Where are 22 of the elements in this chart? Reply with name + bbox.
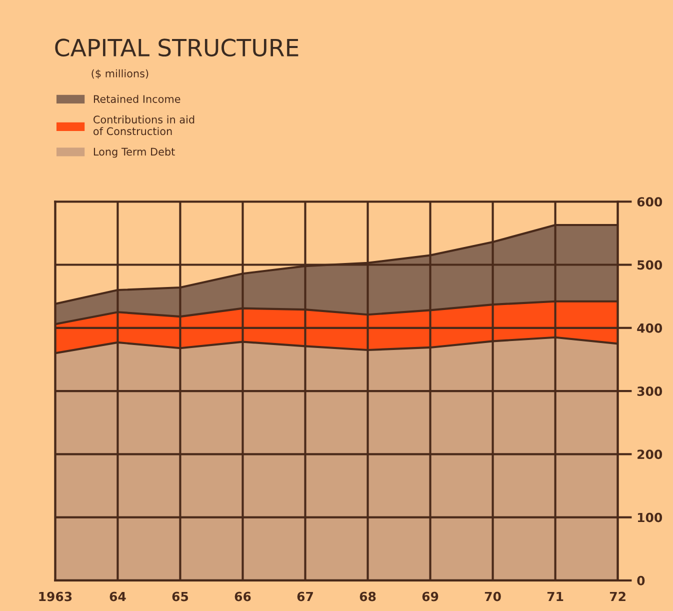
x-tick-label: 1963 [39,592,72,602]
x-tick-label: 69 [422,592,438,602]
x-tick-label: 65 [172,592,188,602]
y-tick-label: 400 [637,323,662,333]
x-tick-label: 67 [297,592,313,602]
y-tick-label: 300 [637,386,662,396]
y-tick-label: 0 [637,576,645,586]
legend-label: Long Term Debt [94,148,175,158]
x-tick-label: 68 [360,592,376,602]
x-tick-label: 71 [547,592,564,602]
x-tick-label: 64 [110,592,126,602]
y-tick-label: 500 [638,260,662,270]
legend-label: Retained Income [94,94,180,103]
chart-title: CAPITAL STRUCTURE [55,38,298,57]
y-tick-label: 200 [638,450,662,460]
x-tick-label: 72 [610,592,626,602]
y-tick-label: 100 [638,512,662,522]
x-tick-label: 66 [234,592,251,602]
x-tick-label: 70 [484,592,501,602]
y-tick-label: 600 [637,197,662,207]
legend-label: Contributions in aid of Construction [94,115,194,136]
chart-subtitle: ($ millions) [92,69,148,79]
